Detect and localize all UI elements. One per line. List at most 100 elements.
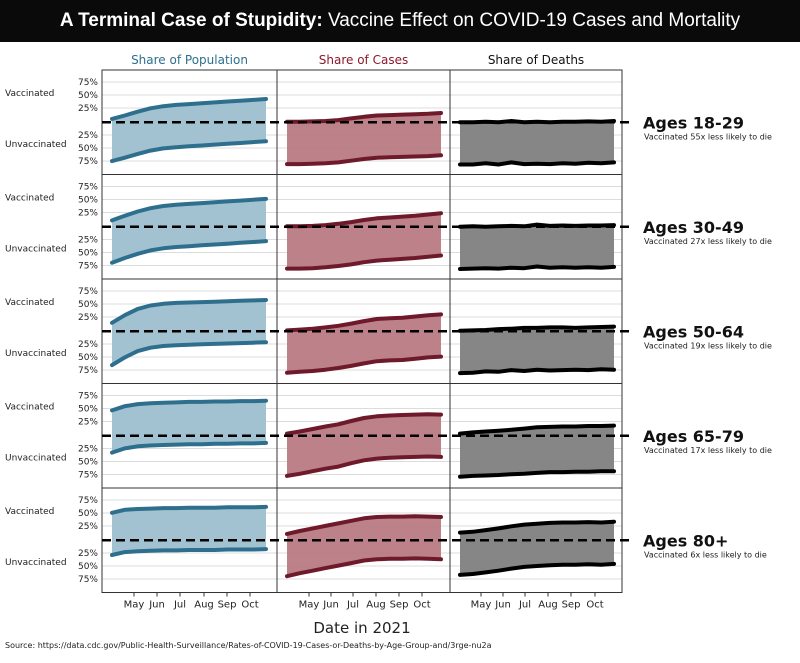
y-tick-label: 50%: [78, 91, 98, 101]
age-group-note: Vaccinated 6x less likely to die: [644, 550, 767, 559]
row-label-vaccinated: Vaccinated: [5, 507, 54, 517]
y-tick-label: 25%: [78, 340, 98, 350]
y-tick-label: 75%: [78, 78, 98, 88]
x-tick-label: Sep: [562, 600, 581, 611]
x-tick-label: Jun: [322, 600, 339, 611]
y-tick-label: 50%: [78, 144, 98, 154]
population-area: [112, 99, 266, 162]
y-tick-label: 25%: [78, 313, 98, 323]
y-tick-label: 50%: [78, 249, 98, 259]
y-tick-label: 50%: [78, 458, 98, 468]
deaths-unvaccinated-line: [458, 264, 616, 271]
population-vaccinated-line: [110, 398, 268, 413]
population-area: [112, 300, 266, 366]
cases-area: [287, 414, 441, 476]
y-tick-label: 75%: [78, 183, 98, 193]
population-vaccinated-line: [110, 504, 268, 515]
population-unvaccinated-line: [110, 547, 268, 557]
y-tick-label: 25%: [78, 418, 98, 428]
deaths-vaccinated-line: [458, 423, 616, 436]
population-unvaccinated-line: [110, 440, 268, 455]
y-tick-label: 50%: [78, 509, 98, 519]
x-tick-label: May: [299, 600, 320, 611]
x-tick-label: Jun: [148, 600, 165, 611]
age-group-note: Vaccinated 19x less likely to die: [644, 341, 772, 350]
cases-unvaccinated-line: [285, 354, 443, 375]
population-vaccinated-line: [110, 298, 268, 325]
age-group-note: Vaccinated 17x less likely to die: [644, 446, 772, 455]
x-tick-label: May: [471, 600, 492, 611]
cases-unvaccinated-line: [285, 454, 443, 478]
cases-unvaccinated-line: [285, 153, 443, 167]
x-tick-label: Jun: [494, 600, 511, 611]
x-axis-title: Date in 2021: [313, 619, 410, 637]
y-tick-label: 75%: [78, 287, 98, 297]
row-label-vaccinated: Vaccinated: [5, 403, 54, 413]
row-label-unvaccinated: Unvaccinated: [5, 349, 67, 359]
x-tick-label: Oct: [413, 600, 430, 611]
y-tick-label: 25%: [78, 209, 98, 219]
deaths-area: [460, 224, 614, 269]
row-label-unvaccinated: Unvaccinated: [5, 245, 67, 255]
population-unvaccinated-line: [110, 139, 268, 164]
cases-area: [287, 113, 441, 165]
row-label-vaccinated: Vaccinated: [5, 298, 54, 308]
title-bold: A Terminal Case of Stupidity:: [59, 10, 323, 31]
x-tick-label: Oct: [586, 600, 603, 611]
age-group-label: Ages 30-49: [643, 218, 744, 237]
x-tick-label: Jul: [173, 600, 186, 611]
y-tick-label: 75%: [78, 471, 98, 481]
x-tick-label: Aug: [366, 600, 386, 611]
cases-unvaccinated-line: [285, 253, 443, 271]
population-unvaccinated-line: [110, 340, 268, 368]
y-tick-label: 25%: [78, 131, 98, 141]
age-group-label: Ages 65-79: [643, 427, 744, 446]
row-label-unvaccinated: Unvaccinated: [5, 454, 67, 464]
y-tick-label: 75%: [78, 575, 98, 585]
x-tick-label: Aug: [538, 600, 558, 611]
population-area: [112, 198, 266, 263]
y-tick-label: 50%: [78, 405, 98, 415]
population-vaccinated-line: [110, 97, 268, 121]
title-rest: Vaccine Effect on COVID-19 Cases and Mor…: [322, 10, 741, 31]
y-tick-label: 50%: [78, 353, 98, 363]
x-tick-label: Jul: [518, 600, 531, 611]
deaths-area: [460, 521, 614, 575]
y-tick-label: 75%: [78, 366, 98, 376]
y-tick-label: 75%: [78, 157, 98, 167]
age-group-note: Vaccinated 55x less likely to die: [644, 132, 772, 141]
age-group-label: Ages 80+: [643, 531, 728, 550]
y-tick-label: 50%: [78, 196, 98, 206]
deaths-vaccinated-line: [458, 519, 616, 535]
y-tick-label: 25%: [78, 445, 98, 455]
y-tick-label: 25%: [78, 522, 98, 532]
x-tick-label: May: [124, 600, 145, 611]
y-tick-label: 75%: [78, 392, 98, 402]
deaths-area: [460, 121, 614, 165]
title-bar: A Terminal Case of Stupidity: Vaccine Ef…: [0, 0, 800, 42]
column-header-0: Share of Population: [131, 53, 248, 67]
age-group-note: Vaccinated 27x less likely to die: [644, 237, 772, 246]
population-area: [112, 400, 266, 453]
x-tick-label: Aug: [194, 600, 214, 611]
population-vaccinated-line: [110, 196, 268, 223]
cases-vaccinated-line: [285, 412, 443, 436]
cases-area: [287, 516, 441, 577]
y-tick-label: 75%: [78, 262, 98, 272]
deaths-area: [460, 425, 614, 477]
age-group-label: Ages 50-64: [643, 322, 744, 341]
row-label-unvaccinated: Unvaccinated: [5, 558, 67, 568]
y-tick-label: 25%: [78, 236, 98, 246]
x-tick-label: Sep: [390, 600, 409, 611]
deaths-unvaccinated-line: [458, 561, 616, 577]
cases-vaccinated-line: [285, 514, 443, 536]
deaths-unvaccinated-line: [458, 160, 616, 167]
y-tick-label: 75%: [78, 496, 98, 506]
source-note: Source: https://data.cdc.gov/Public-Heal…: [5, 641, 492, 650]
y-tick-label: 50%: [78, 300, 98, 310]
cases-vaccinated-line: [285, 312, 443, 333]
y-tick-label: 25%: [78, 104, 98, 114]
deaths-area: [460, 326, 614, 374]
age-group-label: Ages 18-29: [643, 113, 744, 132]
x-tick-label: Oct: [241, 600, 258, 611]
